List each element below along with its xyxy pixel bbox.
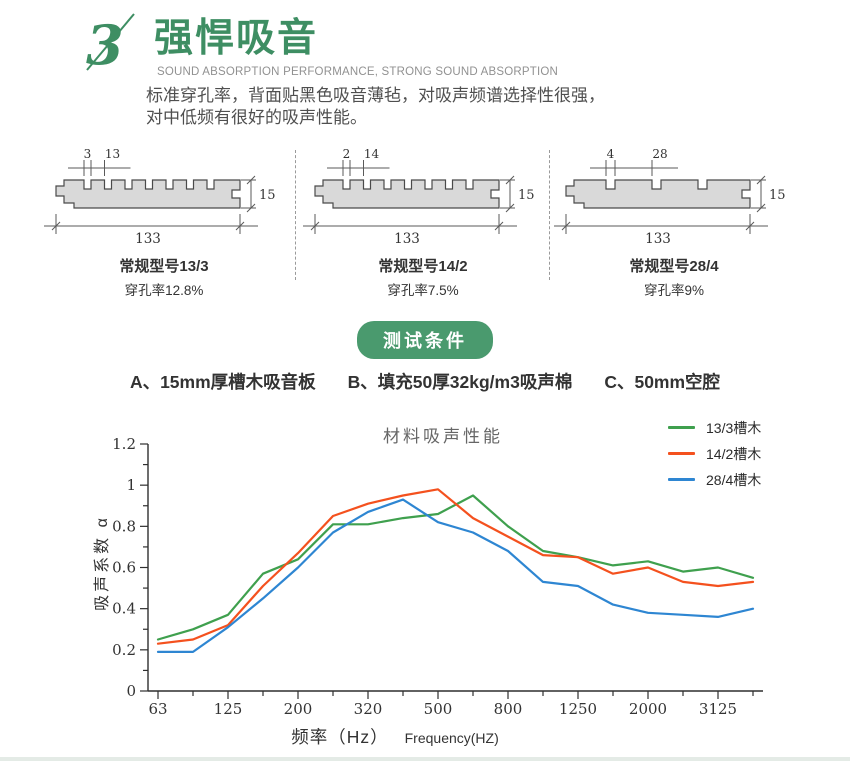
thickness-dim: 15	[518, 188, 535, 203]
absorption-line-chart: 0 0.2 0.4 0.6 0.8 1 1.2 63 125 200 320 500 800 1250 20…	[112, 435, 763, 718]
legend-label: 14/2槽木	[706, 445, 762, 462]
dim-slash	[756, 203, 766, 213]
x-tick-label: 3125	[699, 700, 737, 718]
panel-diagram-28-4: 4 28 15 133 常规型号28/4 穿孔率9%	[554, 147, 794, 299]
panel-perforation-label: 穿孔率12.8%	[124, 283, 204, 298]
width-dim: 133	[645, 231, 671, 246]
dim-slash	[745, 221, 755, 231]
dim-slash	[561, 221, 571, 231]
panel-cross-section-drawing: 3 13 15 133	[44, 147, 276, 247]
width-dim: 133	[135, 231, 161, 246]
panel-perforation-label: 穿孔率7.5%	[387, 283, 459, 298]
description-line-2: 对中低频有很好的吸声性能。	[146, 108, 367, 127]
series-line-2	[156, 498, 755, 653]
y-tick-label: 1.2	[112, 435, 136, 453]
panel-model-label: 常规型号14/2	[378, 258, 468, 275]
thickness-dim: 15	[769, 188, 786, 203]
panel-model-label: 常规型号13/3	[119, 258, 209, 275]
page-subtitle: SOUND ABSORPTION PERFORMANCE, STRONG SOU…	[157, 66, 559, 78]
logo-slash-icon	[86, 13, 135, 71]
dashed-separator	[549, 150, 550, 280]
legend-label: 28/4槽木	[706, 471, 762, 488]
slot-width-dim: 3	[84, 148, 92, 161]
series-line-0	[156, 494, 755, 641]
slot-pitch-dim: 28	[652, 148, 667, 161]
thickness-dim: 15	[259, 188, 276, 203]
logo-numeral: 3	[86, 13, 124, 77]
dim-slash	[246, 175, 256, 185]
dim-slash	[756, 175, 766, 185]
y-tick-label: 0.6	[112, 559, 136, 577]
panel-profile	[565, 179, 751, 209]
test-conditions-row: A、15mm厚槽木吸音板 B、填充50厚32kg/m3吸声棉 C、50mm空腔	[0, 369, 850, 394]
dim-slash	[246, 203, 256, 213]
condition-item-b: B、填充50厚32kg/m3吸声棉	[347, 372, 573, 392]
x-tick-label: 1250	[559, 700, 597, 718]
dim-slash	[505, 203, 515, 213]
page-title: 强悍吸音	[154, 17, 319, 60]
y-tick-label: 1	[126, 476, 136, 494]
dim-slash	[494, 221, 504, 231]
panel-diagram-14-2: 2 14 15 133 常规型号14/2 穿孔率7.5%	[303, 147, 543, 299]
legend-item: 14/2槽木	[668, 445, 761, 462]
x-tick-label: 200	[284, 700, 313, 718]
x-axis-title-cn: 频率（Hz）	[291, 727, 389, 747]
legend-label: 13/3槽木	[706, 419, 762, 436]
x-tick-label: 320	[354, 700, 383, 718]
description-line-1: 标准穿孔率，背面贴黑色吸音薄毡，对吸声频谱选择性很强，	[146, 86, 605, 105]
test-conditions-badge: 测试条件	[357, 321, 493, 359]
legend-line-swatch	[668, 478, 695, 481]
dim-slash	[51, 221, 61, 231]
dim-slash	[310, 221, 320, 231]
x-tick-label: 63	[148, 700, 167, 718]
dim-slash	[235, 221, 245, 231]
panel-perforation-label: 穿孔率9%	[643, 283, 704, 298]
chart-legend: 13/3槽木 14/2槽木 28/4槽木	[668, 419, 761, 497]
page-footer-strip	[0, 757, 850, 761]
panel-profile	[55, 179, 241, 209]
section-number-logo: 3	[86, 13, 135, 77]
slot-pitch-dim: 14	[364, 148, 380, 161]
series-line-1	[156, 488, 755, 645]
dashed-separator	[295, 150, 296, 280]
panel-model-label: 常规型号28/4	[629, 258, 719, 275]
y-tick-label: 0.2	[112, 641, 136, 659]
legend-line-swatch	[668, 426, 695, 429]
dim-slash	[505, 175, 515, 185]
y-tick-label: 0.8	[112, 517, 136, 535]
description-paragraph: 标准穿孔率，背面贴黑色吸音薄毡，对吸声频谱选择性很强， 对中低频有很好的吸声性能…	[146, 85, 605, 129]
x-axis-title: 频率（Hz） Frequency(HZ)	[0, 724, 790, 749]
condition-item-a: A、15mm厚槽木吸音板	[129, 372, 316, 392]
panel-profile	[314, 179, 500, 209]
chart-title: 材料吸声性能	[383, 427, 503, 446]
x-tick-label: 500	[424, 700, 453, 718]
x-axis-title-en: Frequency(HZ)	[404, 730, 499, 746]
x-tick-label: 2000	[629, 700, 667, 718]
x-tick-label: 125	[214, 700, 243, 718]
x-tick-label: 800	[494, 700, 523, 718]
slot-pitch-dim: 13	[105, 148, 120, 161]
y-tick-label: 0.4	[112, 600, 136, 618]
slot-width-dim: 4	[607, 148, 615, 161]
legend-item: 13/3槽木	[668, 419, 761, 436]
legend-line-swatch	[668, 452, 695, 455]
legend-item: 28/4槽木	[668, 471, 761, 488]
width-dim: 133	[394, 231, 420, 246]
condition-item-c: C、50mm空腔	[604, 372, 721, 392]
slot-width-dim: 2	[343, 148, 351, 161]
y-tick-label: 0	[126, 682, 136, 700]
panel-cross-section-drawing: 2 14 15 133	[303, 147, 535, 247]
panel-diagram-13-3: 3 13 15 133 常规型号13/3 穿孔率12.8%	[44, 147, 284, 299]
panel-cross-section-drawing: 4 28 15 133	[554, 147, 786, 247]
